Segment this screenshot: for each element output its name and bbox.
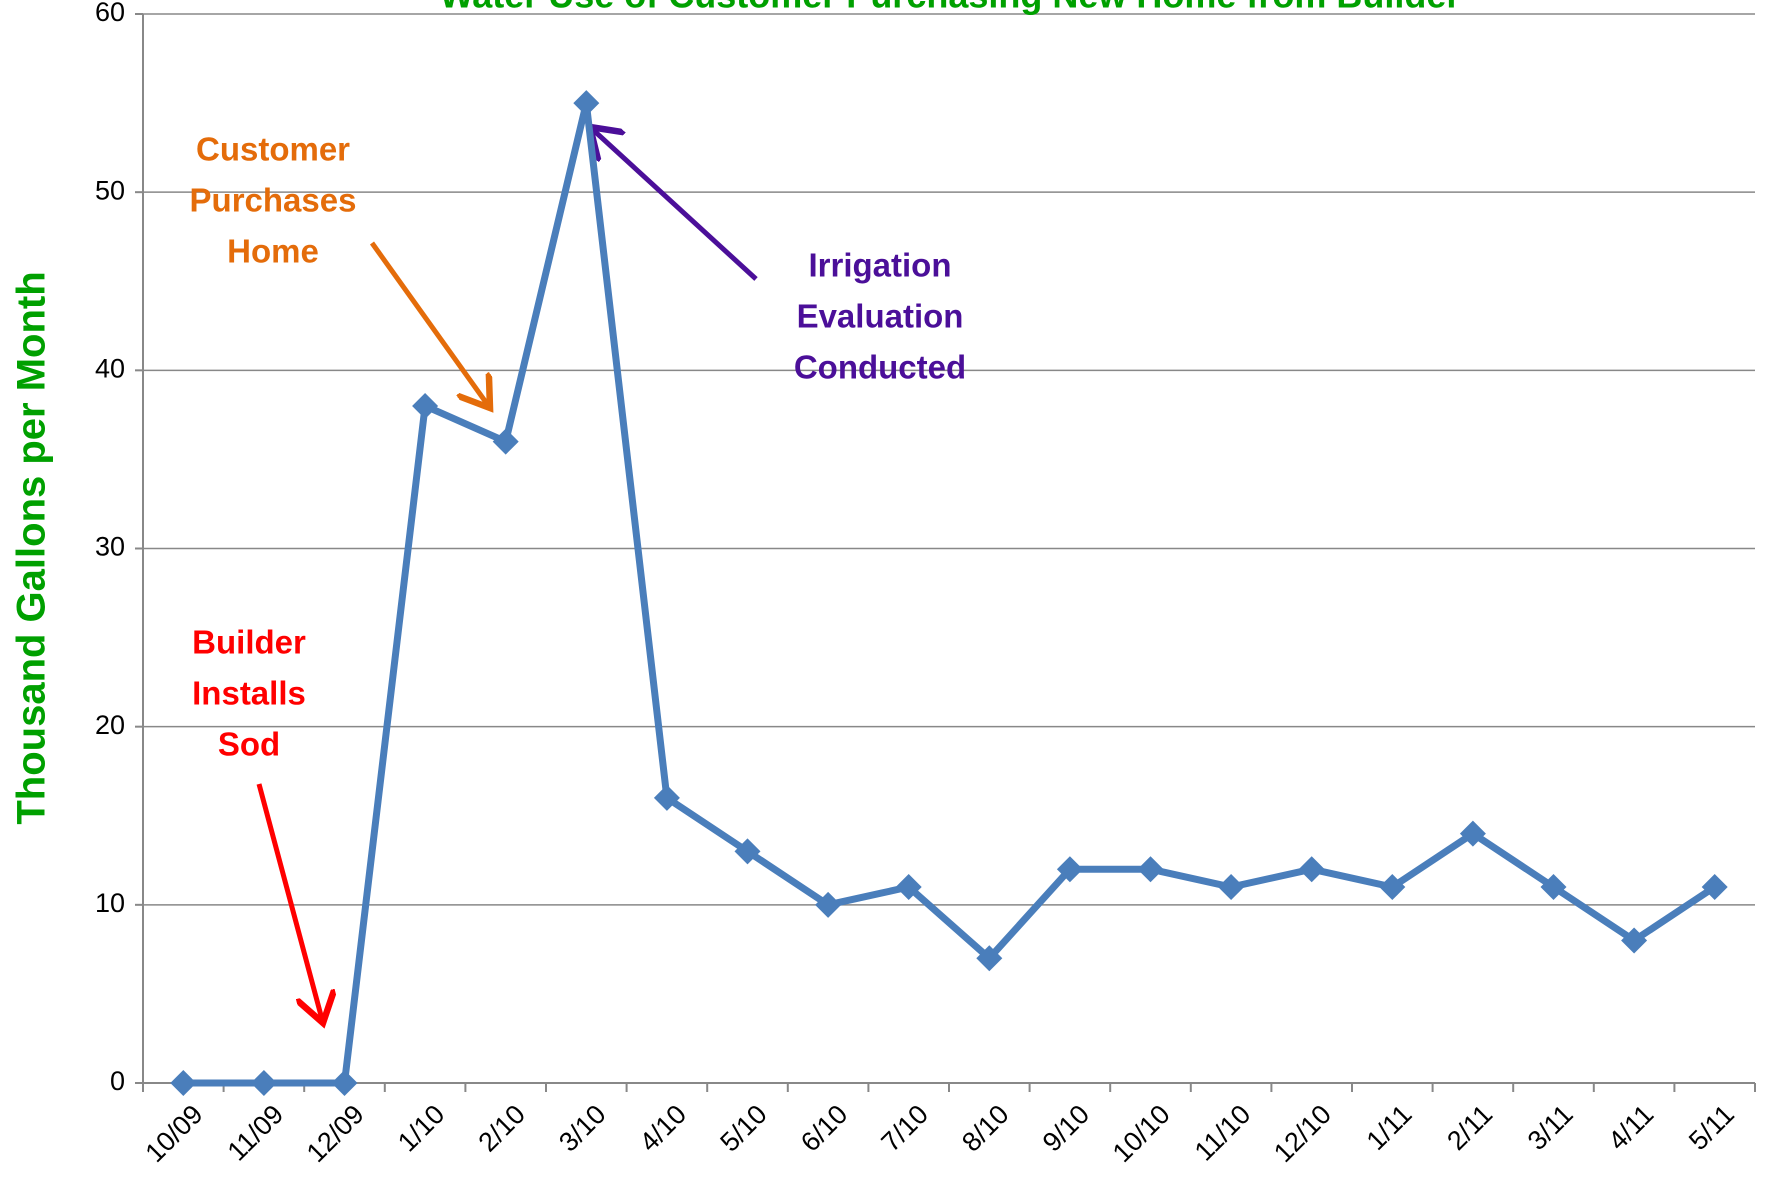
marker [170,1070,197,1096]
x-tick-label: 9/10 [1037,1099,1095,1157]
line [183,99,1717,1087]
marker [1218,874,1245,901]
marker [815,891,842,918]
y-tick-label: 40 [95,353,125,383]
marker [1701,874,1728,901]
x-tick-label: 12/09 [301,1099,370,1168]
marker [573,90,600,117]
marker [1540,874,1567,901]
marker [976,945,1003,972]
annotations: Customer Purchases Home Irrigation Evaluatio… [190,131,967,763]
marker [250,1070,277,1096]
marker [653,784,680,811]
x-tick-label: 2/11 [1441,1099,1498,1156]
y-tick-label: 50 [95,175,125,205]
x-tick-label: 4/11 [1602,1099,1659,1156]
x-tick-label: 7/10 [876,1099,934,1157]
chart-title: Water Use of Customer Purchasing New Hom… [440,0,1461,16]
annotation: Irrigation [808,247,951,284]
arrow [590,127,758,281]
marker [734,838,761,865]
x-tick-label: 10/10 [1107,1099,1176,1168]
grid [143,13,1755,906]
x-tick-label: 2/10 [473,1099,531,1157]
marker [895,874,922,901]
x-tick-label: 10/09 [140,1099,209,1168]
marker [1056,856,1083,883]
y-axis-label: Thousand Gallons per Month [10,271,54,824]
x-tick-label: 5/11 [1683,1099,1740,1156]
marker [1298,856,1325,883]
marker [1379,874,1406,901]
x-tick-label: 12/10 [1268,1099,1337,1168]
x-tick-label: 5/10 [714,1099,772,1157]
y-tick-label: 0 [110,1066,125,1096]
annotation: Evaluation [797,298,964,335]
annotation: Builder [192,624,306,661]
y-tick-label: 30 [95,532,125,562]
x-tick-label: 4/10 [634,1099,692,1157]
annotation: Conducted [794,349,966,386]
x-tick-label: 1/10 [392,1099,450,1157]
x-tick-label: 3/11 [1522,1099,1579,1156]
x-tick-label: 1/11 [1361,1099,1418,1156]
x-tick-label: 8/10 [956,1099,1014,1157]
y-tick-label: 10 [95,888,125,918]
x-tick-label: 11/09 [222,1099,290,1167]
y-tick-label: 20 [95,710,125,740]
annotation: Customer [196,131,350,168]
marker [1621,927,1648,954]
y-tick-label: 60 [95,0,125,27]
annotation: Home [227,233,319,270]
marker [1137,856,1164,883]
x-tick-label: 6/10 [795,1099,853,1157]
marker [412,392,439,419]
arrow [369,241,490,408]
annotation: Sod [218,726,280,763]
marker [331,1070,358,1096]
x-tick-label: 11/10 [1189,1099,1257,1167]
annotation: Installs [192,675,306,712]
marker [1459,820,1486,847]
x-tick-label: 3/10 [553,1099,611,1157]
marker [492,428,519,455]
arrow [256,783,323,1023]
annotation: Purchases [190,182,357,219]
